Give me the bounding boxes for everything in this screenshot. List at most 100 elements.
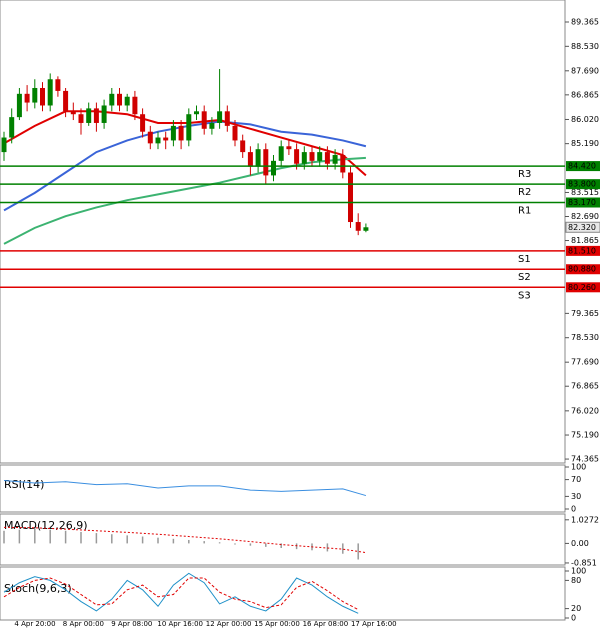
candle-body [140,114,146,132]
candle-body [47,79,53,106]
candle-body [363,227,369,231]
candle-body [194,111,199,115]
y-tick-label: 85.190 [571,139,599,148]
level-name: R3 [518,169,531,180]
level-value-label: 80.260 [568,283,596,292]
indicator-line [3,577,359,610]
indicator-line [3,479,367,497]
candle-body [109,93,115,106]
candle-body [247,152,253,167]
candle-body [186,114,192,141]
y-tick-label: 75.190 [571,431,599,440]
y-tick-label: 0.00 [571,539,589,548]
y-tick-label: 70 [571,475,581,484]
level-name: R1 [518,206,531,217]
x-tick-label: 15 Apr 00:00 [254,620,300,628]
candle-body [147,131,153,144]
candle-body [178,125,184,141]
y-tick-label: 100 [571,567,586,576]
candle-body [124,96,130,106]
candle-body [224,111,230,126]
y-tick-label: 88.530 [571,42,599,51]
level-box [566,282,600,293]
x-tick-label: 10 Apr 16:00 [157,620,203,628]
level-name: S2 [518,272,531,283]
y-tick-label: 80 [571,576,581,585]
y-tick-label: 79.365 [571,309,599,318]
macd-signal [3,526,366,554]
candle-body [301,152,307,164]
y-tick-label: 100 [571,463,586,472]
y-tick-label: 81.865 [571,236,599,245]
level-value-label: 83.170 [568,198,596,207]
candle-body [255,149,261,167]
candle-body [201,111,207,129]
x-tick-label: 4 Apr 20:00 [14,620,55,628]
y-tick-label: 20 [571,604,581,613]
level-name: S3 [518,290,531,301]
candle-body [55,79,61,91]
candle-body [16,93,22,118]
y-tick-label: 86.865 [571,90,599,99]
candle-body [93,108,99,123]
y-tick-label: 77.690 [571,358,599,367]
candle-body [348,172,353,223]
candle-body [9,117,15,138]
candle-body [332,155,338,164]
moving-average [3,156,366,245]
candle-body [32,87,38,103]
y-tick-label: 0 [571,505,576,514]
candle-body [117,93,122,106]
candle-body [217,111,223,123]
y-tick-label: 87.690 [571,66,599,75]
candle-body [271,160,276,176]
stoch-panel [0,566,566,621]
y-tick-label: 76.020 [571,406,599,415]
price-panel [0,0,566,464]
candle-body [170,125,176,141]
level-value-label: 81.510 [568,246,596,255]
candle-body [232,125,238,141]
candle-body [309,152,315,161]
y-tick-label: 74.365 [571,455,599,464]
candle-body [24,93,30,103]
x-tick-label: 12 Apr 00:00 [206,620,252,628]
level-box [566,179,600,190]
level-name: S1 [518,254,531,265]
y-tick-label: 82.690 [571,212,599,221]
indicator-title: RSI(14) [4,478,44,491]
indicator-title: MACD(12,26,9) [4,519,88,532]
candle-body [163,137,169,141]
candle-body [324,152,330,164]
candle-body [240,140,246,153]
level-box [566,161,600,172]
x-tick-label: 17 Apr 16:00 [351,620,397,628]
candle-body [40,87,45,106]
candle-body [340,155,346,173]
y-tick-label: 76.865 [571,382,599,391]
candle-body [209,122,215,129]
y-tick-label: 1.0272 [571,515,599,524]
level-name: R2 [518,187,531,198]
level-value-label: 84.420 [568,162,596,171]
y-tick-label: -0.851 [571,558,597,567]
candle-body [355,222,361,231]
candle-body [317,152,323,161]
indicator-title: Stoch(9,6,3) [4,582,72,595]
x-tick-label: 8 Apr 00:00 [63,620,104,628]
indicator-line [3,572,359,614]
candle-body [1,137,7,153]
candle-body [286,146,292,150]
current-price-box [565,221,600,233]
y-tick-label: 83.515 [571,188,599,197]
level-box [566,197,600,208]
level-value-label: 80.880 [568,265,596,274]
candle-body [86,108,92,123]
y-tick-label: 86.020 [571,115,599,124]
candle-body [78,114,84,123]
candle-body [278,146,284,161]
current-price-label: 82.320 [568,223,596,232]
x-tick-label: 16 Apr 08:00 [303,620,349,628]
x-tick-label: 9 Apr 08:00 [111,620,152,628]
